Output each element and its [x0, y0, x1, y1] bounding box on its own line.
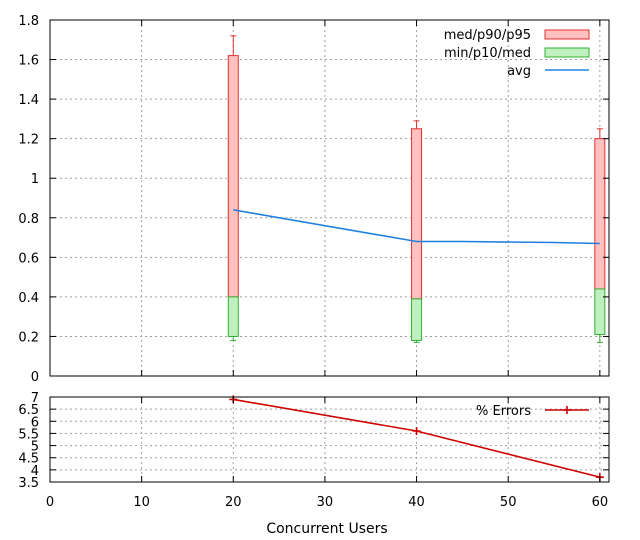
err-y-tick-label: 4.5	[18, 452, 39, 467]
y-tick-label: 1.4	[18, 93, 39, 108]
x-axis-title: Concurrent Users	[266, 521, 387, 537]
err-y-tick-label: 5	[31, 440, 39, 455]
y-tick-label: 1.6	[18, 54, 39, 69]
errors-plot-frame	[49, 396, 610, 483]
y-tick-label: 0.2	[18, 330, 39, 345]
avg-series-line	[233, 209, 600, 245]
err-y-tick-label: 3.5	[18, 476, 39, 491]
main-plot: 0 0.2 0.4 0.6 0.8 1 1.2 1.4 1.6 1.8 med/p90/p95 min…	[18, 14, 610, 385]
x-tick-label: 0	[46, 495, 54, 510]
errors-legend-marker	[563, 406, 571, 414]
err-y-tick-label: 6	[31, 415, 39, 430]
y-tick-label: 1.2	[18, 133, 39, 148]
err-y-tick-label: 5.5	[18, 427, 39, 442]
y-tick-label: 0	[31, 370, 39, 385]
legend-label: avg	[507, 64, 531, 79]
box-med-p90	[411, 128, 423, 300]
errors-point-marker	[412, 427, 421, 435]
y-tick-label: 0.4	[18, 291, 39, 306]
x-tick-label: 10	[133, 495, 150, 510]
y-tick-label: 0.6	[18, 251, 39, 266]
errors-legend-label: % Errors	[476, 404, 531, 419]
main-plot-frame	[49, 19, 610, 377]
legend-label: med/p90/p95	[444, 28, 531, 43]
legend-label: min/p10/med	[444, 46, 531, 61]
err-y-tick-label: 7	[31, 391, 39, 406]
y-tick-label: 1	[31, 172, 39, 187]
err-y-tick-label: 4	[31, 464, 39, 479]
box-p10-med	[227, 296, 239, 337]
x-tick-label: 40	[408, 495, 425, 510]
err-y-tick-label: 6.5	[18, 403, 39, 418]
box-p10-med	[411, 298, 423, 341]
legend-swatch	[544, 29, 590, 40]
y-tick-label: 0.8	[18, 212, 39, 227]
x-tick-label: 60	[592, 495, 609, 510]
box-p10-med	[594, 288, 606, 335]
x-tick-label: 20	[225, 495, 242, 510]
errors-plot: 3.544.555.566.57 0 10 20 30 40 50 60 % Errors	[18, 391, 610, 510]
legend-swatch	[544, 47, 590, 58]
box-med-p90	[227, 55, 239, 298]
y-tick-label: 1.8	[18, 14, 39, 29]
x-tick-label: 30	[317, 495, 334, 510]
x-tick-label: 50	[500, 495, 517, 510]
box-med-p90	[594, 138, 606, 290]
